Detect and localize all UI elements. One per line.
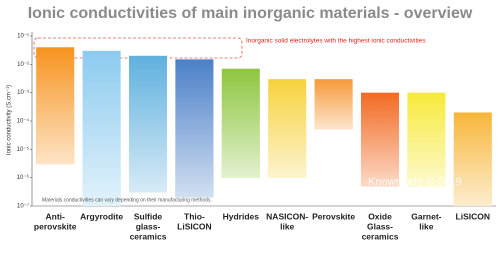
range-bar-group <box>360 92 400 187</box>
x-tick-label: like <box>280 221 294 231</box>
bar-shade <box>453 112 492 206</box>
y-tick-label: 10⁻³ <box>17 90 29 96</box>
x-tick-label: Sulfide <box>134 211 163 221</box>
bar-shade <box>268 79 307 178</box>
bar-shade <box>36 47 75 165</box>
x-tick-label: like <box>419 221 433 231</box>
range-bar-group <box>175 59 214 198</box>
range-bar-group <box>128 55 168 193</box>
x-tick-label: Perovskite <box>312 211 355 221</box>
range-bar-group <box>407 92 446 187</box>
y-tick-label: 10⁻⁴ <box>17 118 30 125</box>
range-bar-group <box>82 50 121 207</box>
bar-shade <box>360 92 400 187</box>
y-tick-label: 10⁻¹ <box>17 34 29 40</box>
x-tick-label: glass- <box>136 221 161 231</box>
x-tick-label: perovskite <box>34 221 77 231</box>
x-tick-label: NASICON- <box>266 211 308 221</box>
range-bar-group <box>314 79 353 130</box>
annotation: Inorganic solid electrolytes with the hi… <box>246 38 426 45</box>
bar-shade <box>314 79 353 130</box>
y-tick-label: 10⁻⁶ <box>17 174 30 181</box>
x-tick-label: Argyrodite <box>80 211 123 221</box>
x-tick-label: ceramics <box>362 231 399 241</box>
x-tick-label: Anti- <box>46 211 66 221</box>
range-bar-group <box>36 47 75 165</box>
x-tick-label: ceramics <box>130 231 167 241</box>
y-tick-label: 10⁻² <box>17 62 29 68</box>
x-tick-label: Glass- <box>367 221 393 231</box>
bar-shade <box>175 59 214 198</box>
x-tick-label: Garnet- <box>411 211 441 221</box>
bar-shade <box>221 68 260 178</box>
range-bar-group <box>221 68 260 178</box>
chart-title: Ionic conductivities of main inorganic m… <box>28 5 473 22</box>
y-tick-label: 10⁻⁷ <box>17 203 29 210</box>
highlight-box <box>33 37 243 59</box>
bar-shade <box>407 92 446 187</box>
bar-shade <box>82 50 121 207</box>
y-axis-label: Ionic conductivity (S.cm⁻¹) <box>7 85 13 155</box>
range-bar-group <box>268 79 307 178</box>
x-tick-label: Hydrides <box>223 211 260 221</box>
x-tick-label: LiSICON <box>177 221 211 231</box>
y-tick-label: 10⁻⁵ <box>17 146 30 153</box>
watermark: Knowmade © 2019 <box>368 176 462 188</box>
bar-shade <box>128 55 168 193</box>
x-tick-label: Thio- <box>184 211 205 221</box>
x-tick-label: LiSICON <box>456 211 490 221</box>
range-bar-group <box>453 112 492 206</box>
note: Materials conductivities can vary depend… <box>42 197 212 203</box>
x-tick-label: Oxide <box>368 211 392 221</box>
